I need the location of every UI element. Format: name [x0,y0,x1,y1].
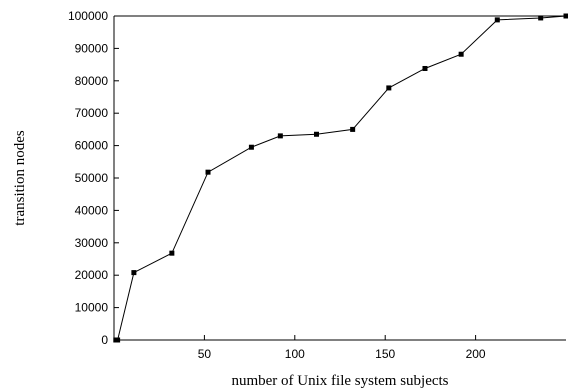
data-point-marker [494,17,500,23]
y-axis-title: transition nodes [12,130,28,226]
x-tick-label: 200 [466,347,486,361]
data-point-marker [277,133,283,139]
plot-frame-group [113,15,566,341]
y-tick-label: 70000 [75,106,109,120]
data-point-marker [248,144,254,150]
x-axis-ticks: 50 100 150 200 [198,335,486,361]
data-point-marker [422,65,428,71]
y-axis-ticks: 0 10000 20000 30000 40000 50000 60000 70000 8000… [68,9,119,347]
data-point-marker [538,15,544,21]
y-tick-label: 20000 [75,268,109,282]
x-tick-label: 150 [375,347,395,361]
x-axis-title: number of Unix file system subjects [231,373,448,389]
y-tick-label: 50000 [75,171,109,185]
data-point-marker [386,85,392,91]
y-tick-label: 10000 [75,301,109,315]
y-tick-label: 0 [101,333,108,347]
y-tick-label: 80000 [75,74,109,88]
x-tick-label: 100 [285,347,305,361]
x-tick-label: 50 [198,347,212,361]
data-point-marker [313,131,319,137]
series-layer [113,13,568,343]
y-tick-label: 40000 [75,203,109,217]
data-point-marker [169,250,175,256]
data-point-marker [115,337,121,343]
data-point-marker [563,13,568,19]
data-point-marker [131,270,137,276]
y-tick-label: 60000 [75,139,109,153]
series-line [115,15,567,341]
data-point-marker [458,51,464,57]
data-point-marker [350,126,356,132]
y-tick-label: 100000 [68,9,108,23]
data-point-marker [205,169,211,175]
y-tick-label: 30000 [75,236,109,250]
y-tick-label: 90000 [75,41,109,55]
